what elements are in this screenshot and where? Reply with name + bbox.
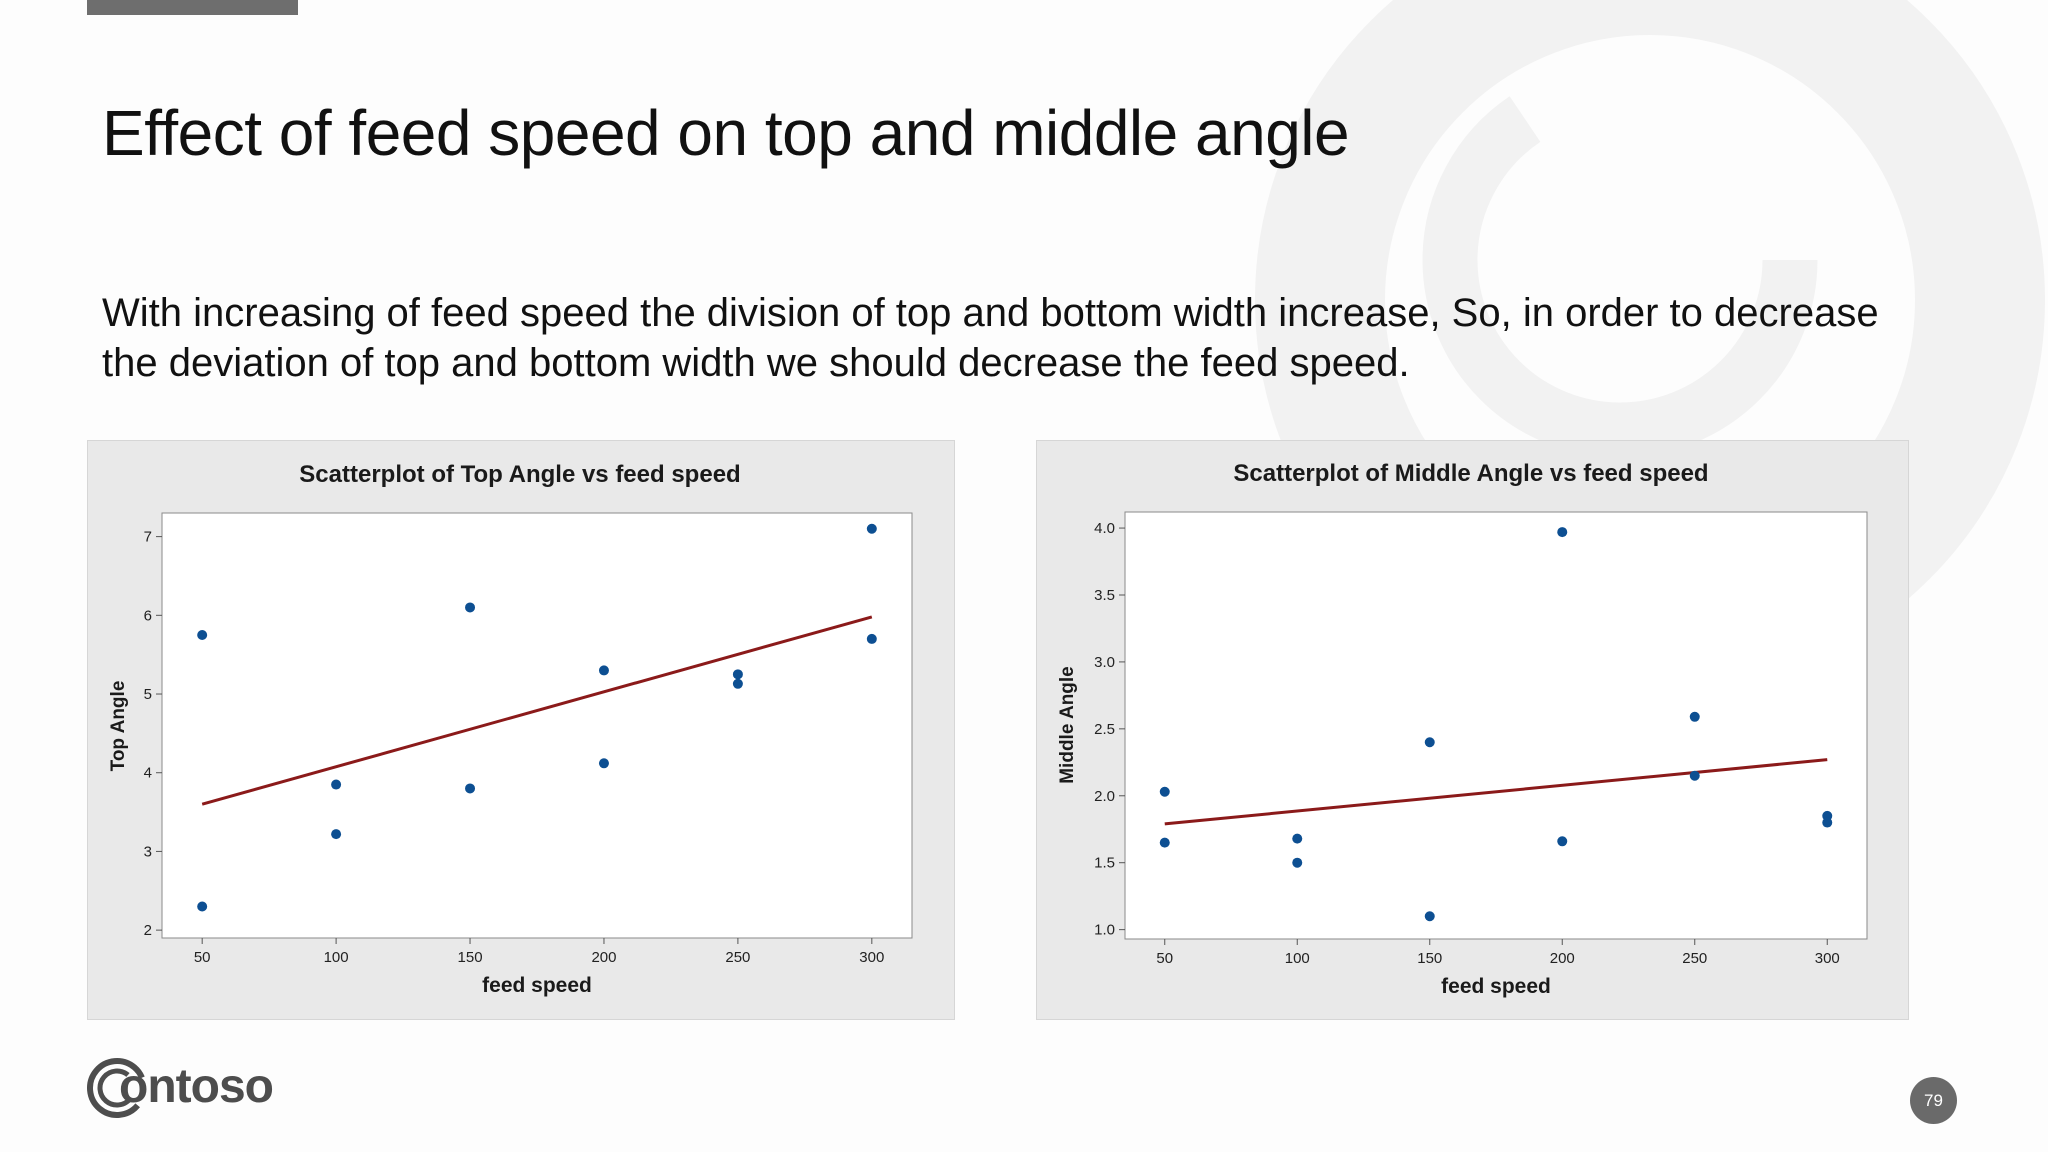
y-tick-label: 1.0: [1094, 922, 1115, 939]
scatter-point: [732, 669, 743, 680]
axis-ticks: 50 100 150 200 250 300 2 3 4 5 6 7: [144, 529, 885, 966]
slide-body-text: With increasing of feed speed the divisi…: [102, 291, 1879, 385]
y-tick-label: 5: [144, 686, 152, 703]
x-tick-label: 100: [324, 949, 349, 966]
scatter-point: [1292, 857, 1303, 868]
scatter-point: [1689, 711, 1700, 722]
scatter-point: [331, 779, 342, 790]
y-axis-label: Middle Angle: [1057, 666, 1078, 784]
scatter-point: [598, 758, 609, 769]
slide-title: Effect of feed speed on top and middle a…: [102, 97, 1350, 169]
fit-line-group: [1164, 758, 1828, 826]
scatter-point: [1159, 786, 1170, 797]
regression-fit-line: [201, 615, 873, 806]
x-tick-label: 300: [859, 949, 884, 966]
y-tick-label: 4: [144, 765, 152, 782]
scatter-point: [465, 602, 476, 613]
scatter-point: [1689, 770, 1700, 781]
middle-angle-scatterplot: Scatterplot of Middle Angle vs feed spee…: [1057, 460, 1868, 998]
y-tick-label: 3.0: [1094, 654, 1115, 671]
scatter-point: [1159, 837, 1170, 848]
scatter-point: [1557, 836, 1568, 847]
scatter-point: [1424, 911, 1435, 922]
page-number-badge: 79: [1910, 1077, 1957, 1124]
top-angle-chart-panel: Scatterplot of Top Angle vs feed speed f…: [87, 440, 955, 1020]
scatter-point: [197, 629, 208, 640]
y-tick-label: 2: [144, 922, 152, 939]
y-tick-label: 6: [144, 607, 152, 624]
chart-title: Scatterplot of Middle Angle vs feed spee…: [1233, 460, 1708, 487]
scatter-point: [197, 901, 208, 912]
middle-angle-chart-panel: Scatterplot of Middle Angle vs feed spee…: [1036, 440, 1909, 1020]
contoso-logo-mark: [87, 1058, 147, 1118]
y-tick-label: 3.5: [1094, 587, 1115, 604]
x-tick-label: 100: [1285, 950, 1310, 967]
scatter-point: [1557, 527, 1568, 538]
scatter-point: [732, 678, 743, 689]
scatter-point: [331, 829, 342, 840]
scatter-point: [1292, 833, 1303, 844]
y-tick-label: 1.5: [1094, 855, 1115, 872]
plot-area: [1124, 511, 1868, 940]
x-axis-label: feed speed: [1441, 975, 1551, 998]
contoso-logo-text: ontoso: [119, 1060, 274, 1113]
fit-line-group: [201, 615, 873, 806]
scatter-point: [866, 633, 877, 644]
axis-ticks: 50 100 150 200 250 300 1.0 1.5 2.0 2.5 3.0 3.5 4.0: [1094, 520, 1840, 967]
y-tick-label: 3: [144, 843, 152, 860]
plot-area: [161, 512, 913, 939]
y-tick-label: 4.0: [1094, 520, 1115, 537]
x-tick-label: 50: [194, 949, 211, 966]
x-tick-label: 250: [725, 949, 750, 966]
y-tick-label: 2.0: [1094, 788, 1115, 805]
y-tick-label: 7: [144, 529, 152, 546]
x-tick-label: 150: [458, 949, 483, 966]
x-axis-label: feed speed: [482, 974, 592, 997]
scatter-point: [465, 783, 476, 794]
regression-fit-line: [1164, 758, 1828, 826]
data-points: [197, 523, 877, 912]
x-tick-label: 150: [1417, 950, 1442, 967]
scatter-point: [598, 665, 609, 676]
chart-title: Scatterplot of Top Angle vs feed speed: [299, 461, 740, 488]
y-tick-label: 2.5: [1094, 721, 1115, 738]
data-points: [1159, 527, 1833, 922]
y-axis-label: Top Angle: [108, 681, 129, 772]
scatter-point: [1424, 737, 1435, 748]
x-tick-label: 200: [591, 949, 616, 966]
x-tick-label: 200: [1550, 950, 1575, 967]
x-tick-label: 300: [1815, 950, 1840, 967]
scatter-point: [866, 523, 877, 534]
x-tick-label: 250: [1682, 950, 1707, 967]
top-accent-bar: [87, 0, 298, 15]
scatter-point: [1822, 817, 1833, 828]
top-angle-scatterplot: Scatterplot of Top Angle vs feed speed f…: [108, 461, 913, 997]
x-tick-label: 50: [1156, 950, 1173, 967]
